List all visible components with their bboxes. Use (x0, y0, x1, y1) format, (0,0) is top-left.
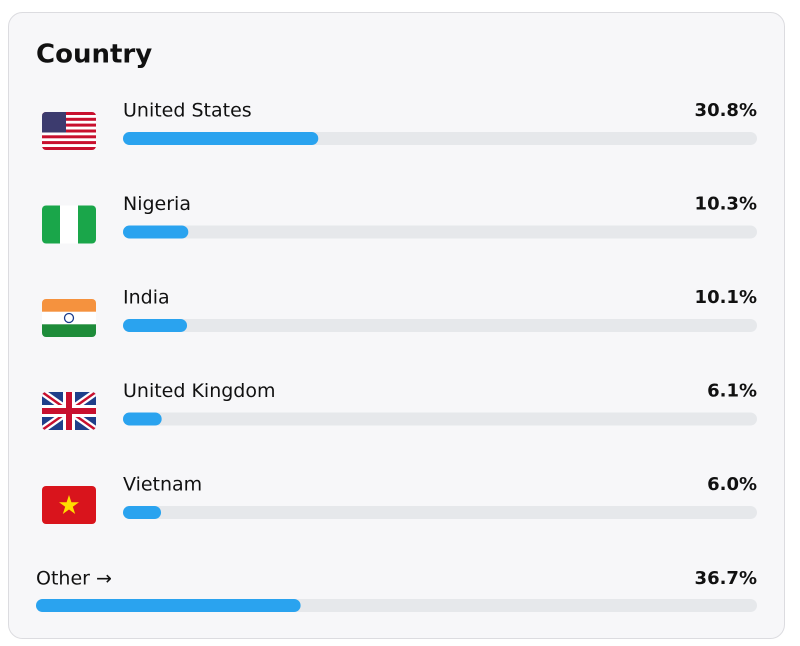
percentage: 10.3% (695, 194, 757, 215)
country-name: United Kingdom (123, 380, 276, 402)
bar-track (123, 225, 757, 239)
percentage: 30.8% (695, 100, 757, 121)
card-title: Country (36, 40, 152, 70)
bar (36, 599, 301, 612)
country-name: United States (123, 100, 252, 122)
flag-us (42, 112, 96, 150)
country-name: Nigeria (123, 193, 191, 215)
bar-track (123, 319, 757, 332)
percentage: 36.7% (695, 568, 757, 589)
percentage: 10.1% (695, 287, 757, 308)
bar (123, 412, 162, 426)
bar (123, 132, 319, 145)
country-name: Vietnam (123, 474, 202, 496)
bar-track (123, 506, 757, 519)
country-name: India (123, 287, 170, 309)
percentage: 6.1% (707, 381, 757, 402)
percentage: 6.0% (707, 474, 757, 495)
bar (123, 225, 189, 239)
country-name: Other → (36, 568, 112, 590)
flag-ng (42, 205, 96, 244)
bar (123, 319, 188, 332)
bar-track (123, 412, 757, 426)
flag-in (42, 299, 96, 337)
flag-gb (42, 392, 96, 430)
bar (123, 506, 162, 519)
flag-vn (42, 486, 96, 524)
